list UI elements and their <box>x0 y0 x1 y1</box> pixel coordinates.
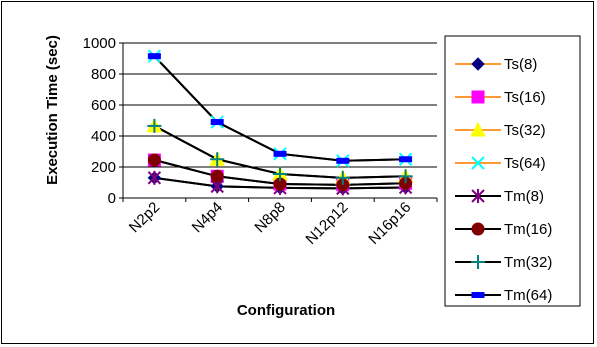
data-point <box>147 170 162 185</box>
legend-marker <box>470 121 486 137</box>
legend-label: Tm(8) <box>504 188 544 205</box>
data-point <box>147 118 162 133</box>
legend-item: Ts(64) <box>455 155 546 172</box>
legend-marker <box>471 189 485 203</box>
legend-label: Ts(32) <box>504 122 546 139</box>
legend-marker <box>471 222 485 236</box>
data-point <box>335 170 350 185</box>
legend-item: Ts(16) <box>455 89 546 106</box>
x-tick-label: N4p4 <box>189 199 226 236</box>
series-markers <box>146 49 414 196</box>
x-tick-label: N12p12 <box>302 199 351 248</box>
data-point <box>210 152 225 167</box>
y-tick-label: 600 <box>91 97 116 114</box>
legend-marker <box>471 292 485 298</box>
data-point <box>336 157 350 164</box>
data-point <box>399 156 413 163</box>
legend-item: Tm(64) <box>455 287 552 304</box>
y-tick-label: 200 <box>91 159 116 176</box>
legend-item: Tm(16) <box>455 221 552 238</box>
legend-label: Ts(8) <box>504 56 537 73</box>
legend-item: Tm(8) <box>455 188 544 205</box>
legend: Ts(8) Ts(16) Ts(32) Ts(64) Tm(8) Tm(16) Tm(32)… <box>444 35 581 307</box>
data-point <box>398 169 413 184</box>
legend-items: Ts(8) Ts(16) Ts(32) Ts(64) Tm(8) Tm(16) Tm(32)… <box>455 56 552 304</box>
legend-label: Tm(16) <box>504 221 552 238</box>
data-point <box>210 169 224 183</box>
y-tick-label: 0 <box>108 190 116 207</box>
legend-label: Tm(64) <box>504 287 552 304</box>
x-axis-title: Configuration <box>237 302 335 319</box>
legend-marker <box>471 57 485 71</box>
x-tick-label: N16p16 <box>365 199 414 248</box>
tick-labels: 0 200 400 600 800 1000 N2p2 N4p4 N8p8 N12p12 N16p1… <box>83 35 415 248</box>
x-tick-label: N8p8 <box>251 199 288 236</box>
legend-marker <box>471 156 485 170</box>
y-axis-title: Execution Time (sec) <box>44 35 61 185</box>
y-tick-label: 400 <box>91 128 116 145</box>
data-point <box>273 150 287 157</box>
legend-label: Ts(16) <box>504 89 546 106</box>
data-point <box>210 119 224 126</box>
data-point <box>147 153 161 167</box>
legend-marker <box>471 90 485 104</box>
x-tick-label: N2p2 <box>126 199 163 236</box>
y-tick-label: 800 <box>91 66 116 83</box>
legend-label: Ts(64) <box>504 155 546 172</box>
legend-item: Ts(32) <box>455 121 546 139</box>
legend-item: Tm(32) <box>455 254 552 271</box>
legend-label: Tm(32) <box>504 254 552 271</box>
data-point <box>273 166 287 181</box>
data-point <box>147 53 161 60</box>
legend-marker <box>471 255 485 269</box>
legend-item: Ts(8) <box>455 56 537 73</box>
y-tick-label: 1000 <box>83 35 116 52</box>
axes <box>119 42 438 202</box>
